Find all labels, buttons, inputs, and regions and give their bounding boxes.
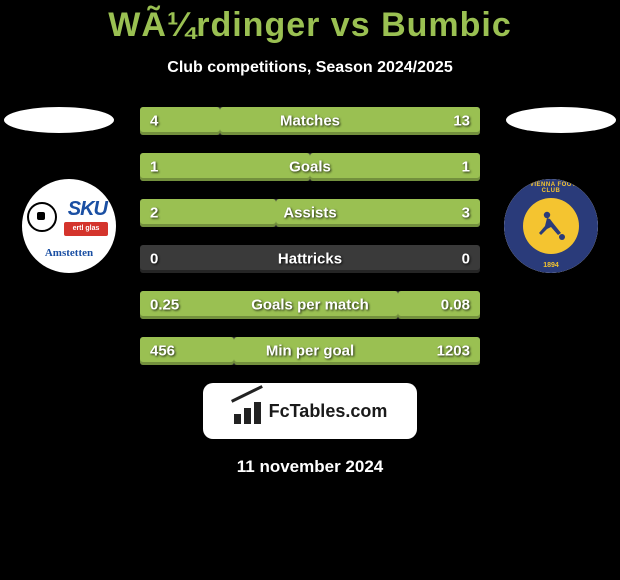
brand-pill: FcTables.com [203,383,417,439]
ellipse-right [506,107,616,133]
player-kick-icon [534,209,568,243]
date-text: 11 november 2024 [0,457,620,477]
club-badge-right: FIRST VIENNA FOOTBALL CLUB 1894 [504,179,598,273]
stat-row: 0.250.08Goals per match [140,291,480,319]
badge-right-ring-bottom: 1894 [504,262,598,269]
page-title: WÃ¼rdinger vs Bumbic [0,0,620,45]
badge-right-ring-top: FIRST VIENNA FOOTBALL CLUB [504,182,598,194]
club-badge-left: SKU ertl glas Amstetten [22,179,116,273]
stat-label: Assists [140,205,480,222]
badge-left-sub: Amstetten [27,247,111,259]
stat-label: Matches [140,113,480,130]
stat-row: 4561203Min per goal [140,337,480,365]
stat-label: Goals per match [140,297,480,314]
stat-row: 00Hattricks [140,245,480,273]
stat-row: 11Goals [140,153,480,181]
stat-row: 413Matches [140,107,480,135]
stat-row: 23Assists [140,199,480,227]
stat-label: Hattricks [140,251,480,268]
subtitle: Club competitions, Season 2024/2025 [0,59,620,77]
soccer-ball-icon [27,202,57,232]
badge-left-box: ertl glas [64,222,108,236]
brand-text: FcTables.com [269,401,388,422]
stat-label: Goals [140,159,480,176]
comparison-area: SKU ertl glas Amstetten FIRST VIENNA FOO… [0,107,620,477]
ellipse-left [4,107,114,133]
badge-left-main: SKU [68,198,107,221]
stat-label: Min per goal [140,343,480,360]
stat-bars: 413Matches 11Goals 23Assists 00Hattricks 0.2… [140,107,480,365]
bar-chart-icon [233,398,263,424]
